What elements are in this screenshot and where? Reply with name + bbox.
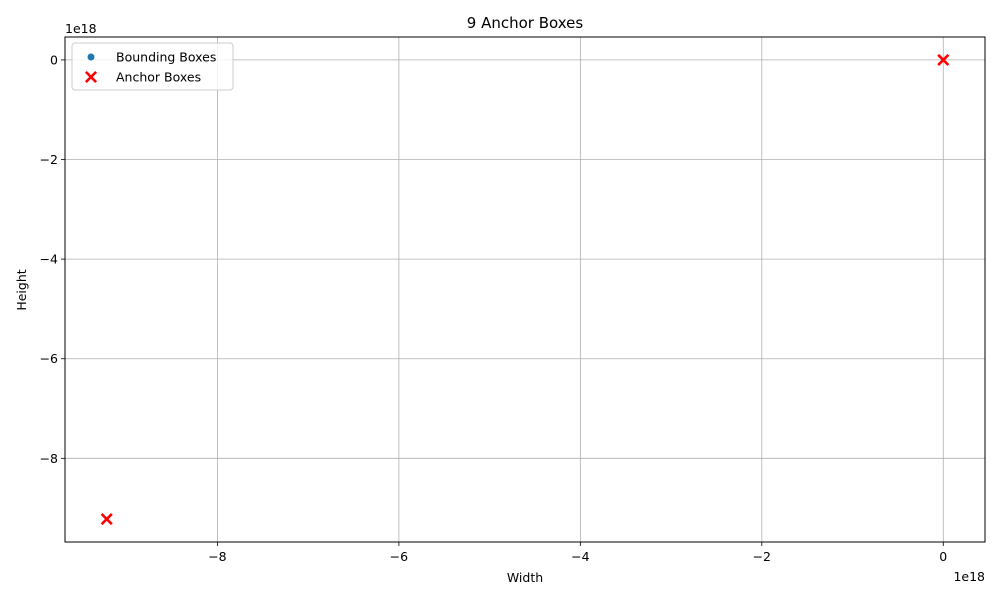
plot-area-frame bbox=[64, 36, 986, 543]
x-marker-stroke bbox=[100, 513, 113, 526]
grid-lines bbox=[65, 37, 985, 542]
legend-label: Anchor Boxes bbox=[116, 70, 201, 85]
x-tick-label: −4 bbox=[571, 549, 589, 564]
legend-marker-anchor-boxes bbox=[84, 70, 98, 84]
y-tick-label: 0 bbox=[50, 52, 58, 67]
anchor-box-point bbox=[100, 513, 113, 526]
x-axis-label: Width bbox=[507, 570, 543, 585]
data-points bbox=[100, 53, 950, 526]
y-axis-offset-label: 1e18 bbox=[65, 21, 97, 36]
x-marker-stroke bbox=[937, 53, 950, 66]
legend-label: Bounding Boxes bbox=[116, 50, 216, 65]
y-axis-ticks: −8 −6 −4 −2 0 bbox=[40, 52, 65, 466]
x-tick-label: 0 bbox=[939, 549, 947, 564]
y-tick-label: −2 bbox=[40, 152, 58, 167]
x-marker-stroke bbox=[84, 70, 98, 84]
y-tick-label: −8 bbox=[40, 451, 58, 466]
x-tick-label: −8 bbox=[208, 549, 226, 564]
y-axis-label: Height bbox=[14, 269, 29, 310]
x-tick-label: −2 bbox=[753, 549, 771, 564]
x-tick-label: −6 bbox=[390, 549, 408, 564]
y-tick-label: −4 bbox=[40, 252, 58, 267]
x-axis-offset-label: 1e18 bbox=[953, 569, 985, 584]
anchor-box-point bbox=[937, 53, 950, 66]
chart-title: 9 Anchor Boxes bbox=[467, 14, 584, 32]
x-axis-ticks: −8 −6 −4 −2 0 bbox=[208, 542, 947, 564]
legend: Bounding Boxes Anchor Boxes bbox=[71, 42, 234, 91]
legend-marker-bounding-boxes bbox=[87, 53, 95, 61]
legend-frame bbox=[71, 42, 234, 91]
y-tick-label: −6 bbox=[40, 351, 58, 366]
